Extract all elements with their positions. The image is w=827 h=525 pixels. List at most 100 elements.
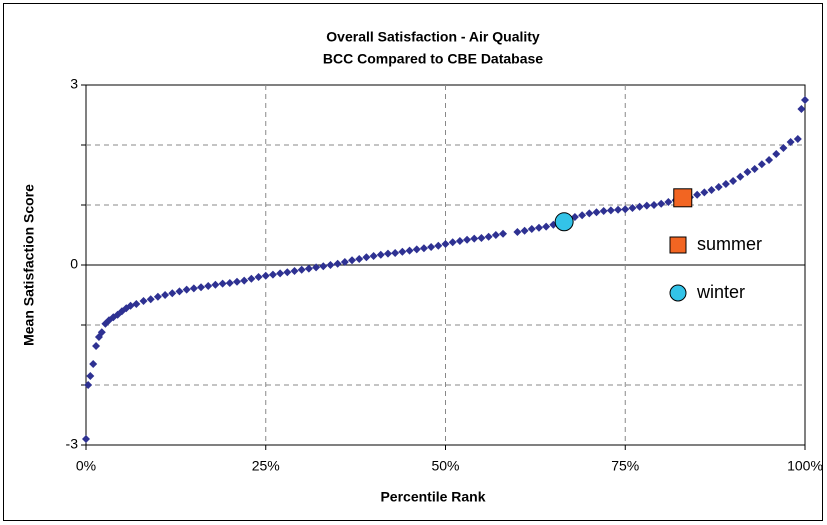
- point: [225, 279, 234, 287]
- point: [664, 198, 673, 206]
- point: [750, 165, 759, 173]
- point: [189, 284, 198, 293]
- point: [520, 226, 529, 235]
- point: [168, 289, 177, 298]
- point: [578, 211, 587, 220]
- point: [463, 235, 472, 244]
- point: [348, 256, 357, 265]
- point: [743, 168, 752, 176]
- point: [312, 263, 321, 272]
- point: [232, 277, 241, 286]
- point: [139, 297, 148, 305]
- x-tick-label: 100%: [787, 458, 823, 474]
- point: [182, 285, 191, 294]
- point: [319, 262, 328, 271]
- point: [276, 269, 285, 278]
- point: [122, 304, 131, 313]
- point: [470, 234, 479, 243]
- point: [757, 160, 766, 169]
- point: [534, 223, 543, 232]
- point: [635, 202, 644, 211]
- point: [554, 212, 574, 232]
- point: [82, 435, 90, 443]
- point: [614, 205, 623, 214]
- point: [89, 360, 98, 368]
- point: [412, 245, 421, 254]
- point: [448, 238, 457, 247]
- point: [700, 188, 709, 197]
- point: [240, 276, 249, 285]
- point: [161, 291, 170, 299]
- point: [484, 232, 493, 241]
- point: [153, 292, 162, 301]
- y-axis-label: Mean Satisfaction Score: [21, 184, 37, 346]
- legend-label: winter: [696, 282, 745, 302]
- point: [714, 183, 723, 191]
- point: [513, 228, 522, 236]
- point: [383, 249, 392, 258]
- point: [204, 282, 213, 290]
- point: [326, 261, 335, 269]
- y-tick-label: 0: [70, 256, 78, 272]
- point: [146, 295, 155, 304]
- point: [304, 264, 313, 273]
- point: [729, 177, 738, 185]
- x-tick-label: 0%: [76, 458, 96, 474]
- y-tick-label: -3: [66, 436, 79, 452]
- point: [197, 283, 206, 292]
- point: [340, 258, 349, 266]
- point: [772, 150, 781, 158]
- point: [369, 252, 378, 260]
- point: [297, 265, 306, 274]
- chart-subtitle: BCC Compared to CBE Database: [323, 51, 543, 67]
- point: [92, 342, 101, 350]
- point: [355, 255, 364, 263]
- chart-title: Overall Satisfaction - Air Quality: [326, 29, 540, 45]
- point: [247, 274, 256, 283]
- x-tick-label: 75%: [611, 458, 639, 474]
- point: [657, 199, 666, 208]
- point: [542, 222, 551, 231]
- point: [84, 381, 93, 389]
- point: [97, 328, 106, 337]
- point: [268, 270, 277, 279]
- point: [707, 186, 716, 194]
- point: [793, 135, 802, 143]
- point: [599, 207, 608, 215]
- point: [376, 250, 385, 259]
- point: [86, 372, 95, 380]
- point: [491, 231, 500, 239]
- y-tick-label: 3: [70, 76, 78, 92]
- point: [333, 259, 342, 268]
- point: [290, 267, 299, 275]
- point: [254, 273, 263, 281]
- point: [477, 234, 486, 242]
- point: [693, 190, 702, 199]
- point: [405, 246, 414, 255]
- point: [261, 271, 270, 280]
- point: [218, 279, 227, 288]
- point: [765, 156, 774, 164]
- point: [801, 96, 809, 104]
- point: [455, 237, 464, 245]
- point: [797, 105, 806, 113]
- x-tick-label: 25%: [252, 458, 280, 474]
- point: [606, 206, 615, 215]
- point: [441, 240, 450, 248]
- x-tick-label: 50%: [431, 458, 459, 474]
- x-axis-label: Percentile Rank: [380, 489, 485, 505]
- point: [499, 229, 508, 238]
- point: [398, 247, 407, 256]
- point: [419, 244, 428, 253]
- point: [786, 138, 795, 146]
- point: [628, 204, 637, 212]
- point: [362, 253, 371, 262]
- point: [721, 180, 730, 188]
- point: [427, 243, 436, 251]
- point: [650, 201, 659, 209]
- legend-label: summer: [697, 234, 762, 254]
- point: [779, 144, 788, 152]
- point: [592, 208, 601, 217]
- point: [283, 268, 292, 277]
